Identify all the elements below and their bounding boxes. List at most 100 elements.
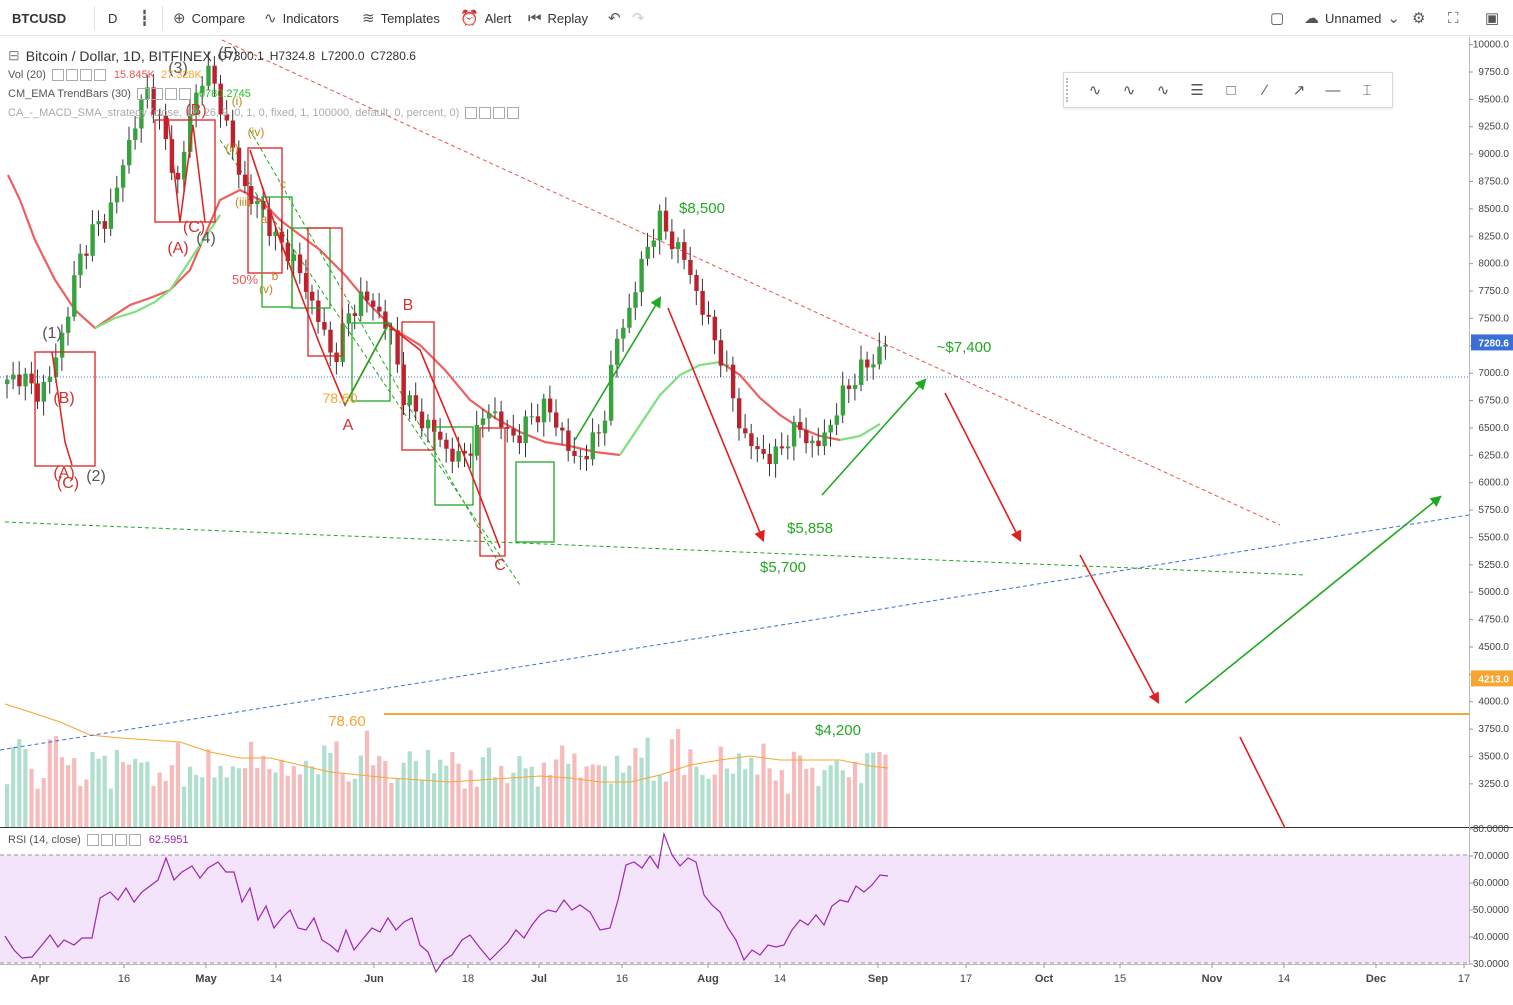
- volume-bar: [846, 777, 851, 827]
- snapshot-button[interactable]: ▣: [1485, 0, 1499, 36]
- symbol-search[interactable]: BTCUSD: [12, 0, 66, 36]
- time-axis[interactable]: Apr 16 May 14 Jun 18 Jul 16 Aug 14 Sep 17 Oct 15 Nov 14…: [31, 964, 1471, 985]
- templates-icon: ≋: [362, 10, 375, 27]
- annotation-5700: $5,700: [760, 559, 806, 576]
- volume-bar: [5, 784, 10, 827]
- wave-label: A: [343, 417, 354, 434]
- trend-line-tool[interactable]: ∕: [1248, 73, 1282, 107]
- volume-bar: [456, 763, 461, 827]
- rectangle-tool[interactable]: □: [1214, 73, 1248, 107]
- time-tick-label: 16: [616, 973, 628, 985]
- volume-bar: [249, 741, 254, 827]
- elliott-wave-1-5-tool[interactable]: ∿: [1078, 73, 1112, 107]
- candle-body: [212, 65, 217, 84]
- legend-buttons[interactable]: [136, 88, 193, 101]
- expand-button[interactable]: ⛶: [1448, 0, 1459, 36]
- volume-bar: [218, 765, 223, 827]
- volume-bar: [621, 772, 626, 827]
- horizontal-lines-tool[interactable]: ☰: [1180, 73, 1214, 107]
- legend-buttons[interactable]: [51, 69, 108, 82]
- candle-body: [865, 359, 870, 368]
- candle-body: [688, 259, 693, 275]
- chart-type-button[interactable]: ┇: [140, 0, 149, 36]
- candle-body: [639, 258, 644, 293]
- vertical-measure-tool[interactable]: ⌶: [1350, 73, 1384, 107]
- volume-bar: [749, 757, 754, 827]
- volume-bar: [785, 793, 790, 827]
- candle-body: [224, 114, 229, 121]
- ema-legend[interactable]: CM_EMA TrendBars (30) 6780.2745: [8, 88, 251, 101]
- rsi-legend[interactable]: RSI (14, close) 62.5951: [8, 834, 189, 847]
- settings-button[interactable]: ⚙: [1412, 0, 1425, 36]
- volume-value: 15.845K: [113, 69, 155, 82]
- annotation-7400: ~$7,400: [937, 339, 992, 356]
- candle-body: [743, 428, 748, 434]
- candle-body: [480, 418, 486, 425]
- toolbar-divider: [162, 6, 163, 30]
- compare-button[interactable]: ⊕ Compare: [173, 0, 245, 36]
- top-toolbar: BTCUSD D ┇ ⊕ Compare ∿ Indicators ≋ Temp…: [0, 0, 1513, 36]
- candle-body: [852, 384, 858, 390]
- wave-icon: ∿: [1088, 82, 1102, 99]
- arrow-tool[interactable]: ↗: [1282, 73, 1316, 107]
- volume-bar: [17, 739, 22, 827]
- candle-body: [194, 92, 199, 115]
- legend-buttons[interactable]: [86, 834, 143, 847]
- volume-bar: [865, 753, 870, 827]
- indicators-button[interactable]: ∿ Indicators: [264, 0, 339, 36]
- fullscreen-toggle-button[interactable]: ▢: [1270, 0, 1284, 36]
- interval-button[interactable]: D: [108, 0, 117, 36]
- chart-area[interactable]: $8,500 ~$7,400 $5,858 $5,700 $4,200 78.60 78.6…: [0, 12, 1513, 1002]
- drag-handle[interactable]: [1066, 78, 1078, 102]
- layout-menu-button[interactable]: ☁ Unnamed ⌄: [1304, 0, 1400, 36]
- price-tick-label: 4000.0: [1478, 697, 1509, 708]
- volume-bar: [133, 758, 138, 827]
- legend-buttons[interactable]: [465, 107, 521, 120]
- macd-legend[interactable]: CA_-_MACD_SMA_strategy (close, 12, 26, 9…: [8, 107, 521, 120]
- volume-bar: [352, 778, 357, 827]
- collapse-icon[interactable]: ⊟: [8, 47, 20, 63]
- volume-bar: [175, 742, 180, 827]
- candle-body: [23, 373, 28, 387]
- time-tick-label: Aug: [697, 973, 718, 985]
- volume-bar: [194, 774, 199, 827]
- volume-bar: [486, 747, 492, 827]
- price-axis[interactable]: 10250.010000.09750.09500.09250.09000.087…: [1469, 12, 1513, 790]
- volume-bar: [267, 769, 272, 827]
- indicators-icon: ∿: [264, 10, 277, 27]
- candle-body: [407, 395, 412, 406]
- templates-button[interactable]: ≋ Templates: [362, 0, 440, 36]
- volume-bar: [261, 755, 266, 827]
- volume-bar: [810, 767, 815, 827]
- candle-body: [346, 313, 351, 324]
- candle-body: [791, 422, 797, 447]
- subwave-label: a: [261, 212, 268, 226]
- candle-body: [84, 253, 89, 256]
- candle-body: [310, 291, 315, 301]
- alert-button[interactable]: ⏰ Alert: [460, 0, 511, 36]
- replay-label: Replay: [547, 10, 588, 26]
- candle-body: [730, 364, 736, 399]
- candle-body: [114, 187, 120, 203]
- main-series-legend[interactable]: ⊟ Bitcoin / Dollar, 1D, BITFINEX O7300.1…: [8, 47, 416, 64]
- volume-legend[interactable]: Vol (20) 15.845K 27.328K: [8, 69, 202, 82]
- symbol-label: BTCUSD: [12, 10, 67, 26]
- candle-body: [151, 87, 156, 115]
- chart-canvas[interactable]: $8,500 ~$7,400 $5,858 $5,700 $4,200 78.60 78.6…: [0, 12, 1513, 1002]
- candle-body: [767, 453, 772, 465]
- replay-button[interactable]: ⏮ Replay: [528, 0, 588, 36]
- candle-body: [17, 374, 22, 387]
- undo-button[interactable]: ↶: [608, 0, 621, 36]
- volume-bar: [572, 753, 577, 827]
- candle-body: [236, 147, 242, 175]
- elliott-wave-abc-tool[interactable]: ∿: [1112, 73, 1146, 107]
- volume-bar: [334, 741, 339, 827]
- candle-body: [645, 246, 650, 259]
- horizontal-line-tool[interactable]: —: [1316, 73, 1350, 107]
- wave-label: (A): [53, 465, 74, 482]
- redo-button[interactable]: ↷: [632, 0, 645, 36]
- elliott-wave-ac-tool[interactable]: ∿: [1146, 73, 1180, 107]
- ema-line-bearish: [719, 361, 841, 442]
- volume-bar: [108, 788, 113, 827]
- subwave-label: c: [280, 177, 286, 191]
